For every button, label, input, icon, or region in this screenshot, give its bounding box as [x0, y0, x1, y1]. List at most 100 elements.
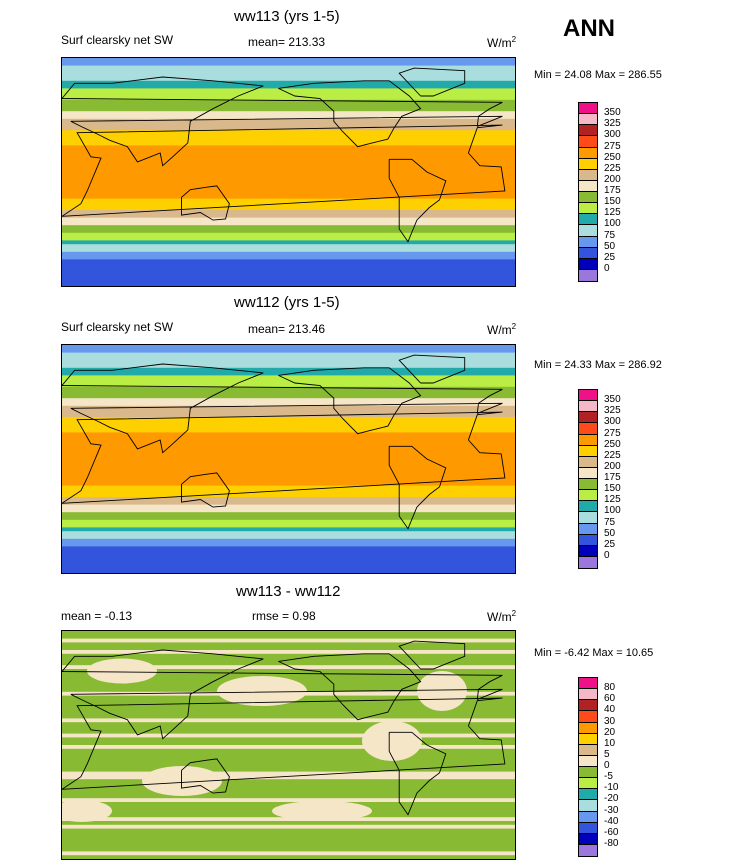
field-band: [62, 440, 515, 445]
colorbar-swatch: [579, 236, 597, 248]
field-band: [62, 356, 515, 361]
field-band: [62, 653, 515, 659]
colorbar-tick-label: -5: [604, 771, 613, 783]
colorbar-swatch: [579, 136, 597, 148]
field-band: [62, 149, 515, 154]
colorbar-swatch: [579, 700, 597, 712]
field-band: [62, 122, 515, 127]
field-band: [62, 557, 515, 563]
panel-2-variable-label: Surf clearsky net SW: [61, 320, 174, 334]
field-band: [62, 745, 515, 750]
colorbar-tick-label: -80: [604, 837, 619, 849]
field-band: [62, 352, 515, 357]
colorbar-tick-label: 25: [604, 538, 616, 550]
field-band: [62, 244, 515, 249]
coastline: [62, 411, 506, 504]
panel-3-colorbar: [578, 677, 598, 857]
field-band: [62, 270, 515, 276]
colorbar-tick-label: 100: [604, 218, 621, 230]
panel-2-colorbar: [578, 389, 598, 569]
field-band: [62, 554, 515, 559]
field-band: [62, 367, 515, 373]
coastline: [181, 472, 230, 508]
colorbar-tick-label: 325: [604, 118, 621, 130]
colorbar-tick-label: 5: [604, 748, 610, 760]
colorbar-swatch: [579, 247, 597, 259]
field-band: [62, 191, 515, 196]
colorbar-swatch: [579, 158, 597, 170]
field-band: [62, 512, 515, 517]
field-band: [62, 364, 515, 369]
field-band: [62, 217, 515, 222]
field-band: [62, 462, 515, 468]
colorbar-swatch: [579, 225, 597, 237]
field-band: [62, 229, 515, 234]
field-band: [62, 474, 515, 479]
field-band: [62, 718, 515, 723]
panel-3-units: W/m2: [487, 609, 517, 624]
field-band: [62, 642, 515, 647]
field-band: [62, 821, 515, 826]
field-band: [62, 137, 515, 143]
colorbar-tick-label: 40: [604, 704, 616, 716]
field-band: [62, 428, 515, 433]
colorbar-tick-label: 200: [604, 460, 621, 472]
colorbar-tick-label: 150: [604, 483, 621, 495]
field-band: [62, 733, 515, 738]
field-band: [62, 225, 515, 230]
field-band: [62, 508, 515, 513]
colorbar-tick-label: 300: [604, 129, 621, 141]
colorbar-swatch: [579, 412, 597, 424]
field-patch: [62, 800, 112, 822]
field-band: [62, 824, 515, 830]
field-band: [62, 737, 515, 742]
field-band: [62, 760, 515, 765]
field-band: [62, 282, 515, 286]
coastline: [181, 185, 230, 221]
field-patch: [87, 658, 157, 684]
field-band: [62, 497, 515, 502]
colorbar-swatch: [579, 778, 597, 790]
coastline: [278, 653, 422, 721]
field-band: [62, 565, 515, 570]
panel-1-title: ww113 (yrs 1-5): [234, 8, 340, 25]
field-band: [62, 58, 515, 63]
colorbar-swatch: [579, 269, 597, 281]
colorbar-swatch: [579, 125, 597, 137]
field-band: [62, 779, 515, 784]
colorbar-tick-label: 75: [604, 229, 616, 241]
field-patch: [362, 721, 422, 761]
panel-2-map: [61, 344, 516, 574]
field-band: [62, 855, 515, 859]
colorbar-tick-label: 175: [604, 472, 621, 483]
field-band: [62, 213, 515, 219]
colorbar-tick-label: 0: [604, 760, 610, 771]
colorbar-swatch: [579, 556, 597, 568]
field-band: [62, 156, 515, 162]
colorbar-swatch: [579, 390, 597, 402]
field-band: [62, 61, 515, 67]
field-band: [62, 798, 515, 803]
coastline: [62, 697, 506, 790]
colorbar-swatch: [579, 755, 597, 767]
panel-3-map: [61, 630, 516, 860]
colorbar-swatch: [579, 512, 597, 524]
field-band: [62, 676, 515, 681]
colorbar-swatch: [579, 434, 597, 446]
field-band: [62, 561, 515, 566]
panel-3-rmse-label: rmse = 0.98: [252, 609, 316, 623]
field-band: [62, 432, 515, 437]
field-band: [62, 443, 515, 449]
colorbar-tick-label: 300: [604, 416, 621, 428]
coastline: [62, 76, 503, 167]
field-band: [62, 172, 515, 177]
coastline: [62, 363, 503, 454]
coastline: [388, 731, 447, 816]
field-patch: [417, 671, 467, 711]
field-band: [62, 447, 515, 452]
colorbar-swatch: [579, 467, 597, 479]
coastline: [398, 67, 466, 97]
colorbar-tick-label: -10: [604, 782, 619, 794]
field-band: [62, 259, 515, 264]
colorbar-tick-label: 275: [604, 140, 621, 152]
